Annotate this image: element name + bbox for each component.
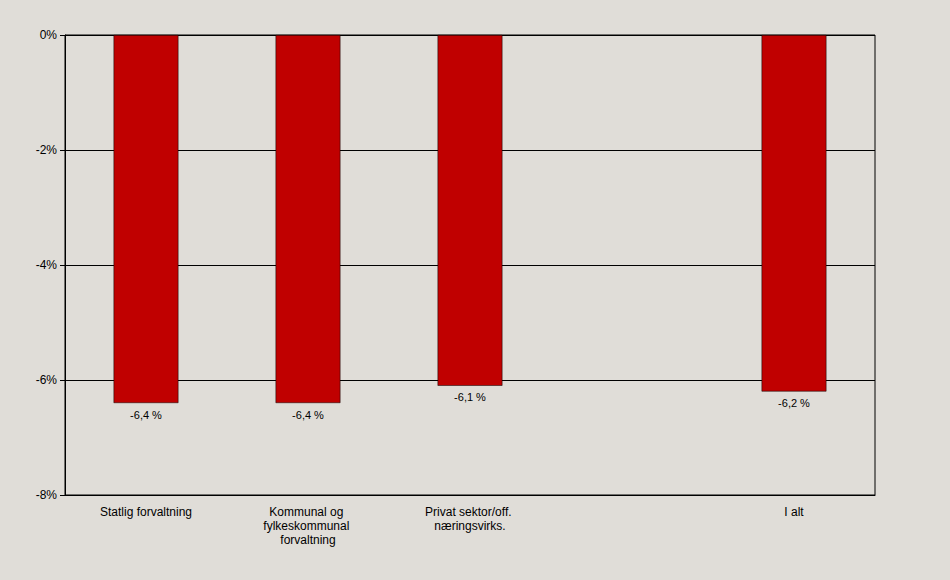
svg-text:-6,4 %: -6,4 % [292, 409, 324, 421]
svg-text:-6%: -6% [36, 373, 58, 387]
svg-text:-4%: -4% [36, 258, 58, 272]
svg-text:-8%: -8% [36, 488, 58, 502]
svg-text:-6,1 %: -6,1 % [454, 391, 486, 403]
svg-text:Statlig forvaltning: Statlig forvaltning [100, 505, 192, 519]
svg-text:-2%: -2% [36, 143, 58, 157]
svg-text:næringsvirks.: næringsvirks. [434, 519, 505, 533]
svg-text:Privat sektor/off.: Privat sektor/off. [425, 505, 515, 519]
svg-text:0%: 0% [40, 28, 58, 42]
svg-text:I alt: I alt [784, 505, 804, 519]
svg-text:fylkeskommunal: fylkeskommunal [263, 519, 352, 533]
svg-text:forvaltning: forvaltning [280, 533, 335, 547]
svg-text:-6,2 %: -6,2 % [778, 397, 810, 409]
svg-text:Kommunal og: Kommunal og [269, 505, 346, 519]
svg-text:-6,4 %: -6,4 % [130, 409, 162, 421]
